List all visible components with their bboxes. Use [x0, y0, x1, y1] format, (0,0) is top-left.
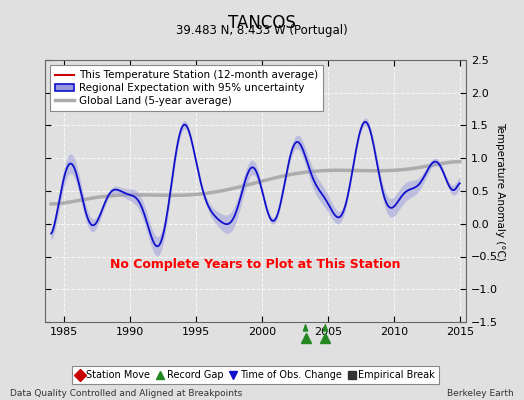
Text: TANCOS: TANCOS: [228, 14, 296, 32]
Text: Data Quality Controlled and Aligned at Breakpoints: Data Quality Controlled and Aligned at B…: [10, 389, 243, 398]
Text: Berkeley Earth: Berkeley Earth: [447, 389, 514, 398]
Text: 39.483 N, 8.433 W (Portugal): 39.483 N, 8.433 W (Portugal): [176, 24, 348, 37]
Y-axis label: Temperature Anomaly (°C): Temperature Anomaly (°C): [495, 122, 505, 260]
Legend: Station Move, Record Gap, Time of Obs. Change, Empirical Break: Station Move, Record Gap, Time of Obs. C…: [72, 366, 439, 384]
Text: No Complete Years to Plot at This Station: No Complete Years to Plot at This Statio…: [110, 258, 401, 271]
